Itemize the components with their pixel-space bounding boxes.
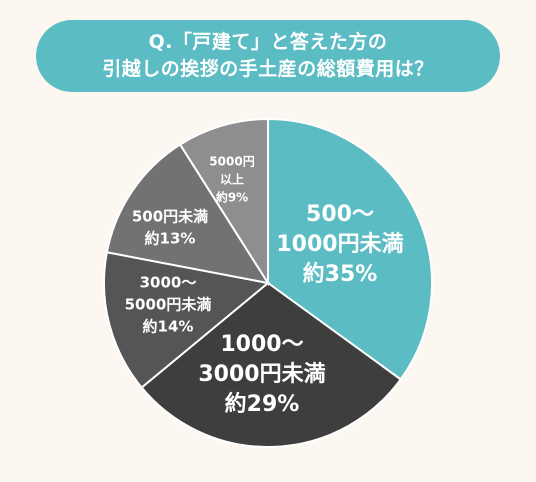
slice-label-1-line-0: 1000〜	[220, 332, 303, 357]
slice-label-4-line-0: 5000円	[209, 155, 254, 169]
slice-label-2-line-2: 約14%	[143, 318, 194, 336]
question-title-line2: 引越しの挨拶の手土産の総額費用は？	[102, 58, 434, 80]
slice-label-1-line-1: 3000円未満	[198, 361, 325, 387]
pie-slice-4	[178, 117, 269, 287]
slice-label-0-line-2: 約35%	[303, 261, 378, 287]
pie-slice-1	[140, 281, 403, 448]
slice-label-0-line-1: 1000円未満	[276, 231, 403, 257]
slice-label-0-line-0: 500〜	[306, 202, 374, 227]
slice-label-2-line-1: 5000円未満	[125, 296, 212, 314]
slice-label-3-line-1: 約13%	[145, 230, 196, 248]
question-title: Q.「戸建て」と答えた方の 引越しの挨拶の手土産の総額費用は？	[36, 20, 500, 92]
slice-label-4-line-1: 以上	[220, 172, 244, 187]
slice-label-3-line-0: 500円未満	[132, 208, 208, 226]
question-title-line1: Q.「戸建て」と答えた方の	[148, 31, 388, 53]
slice-label-2-line-0: 3000〜	[140, 274, 197, 292]
slice-label-1-line-2: 約29%	[225, 391, 300, 417]
pie-slice-3	[105, 143, 271, 285]
slice-label-4-line-2: 約9%	[216, 190, 248, 205]
pie-slice-2	[103, 251, 271, 389]
pie-slice-0	[267, 117, 433, 381]
